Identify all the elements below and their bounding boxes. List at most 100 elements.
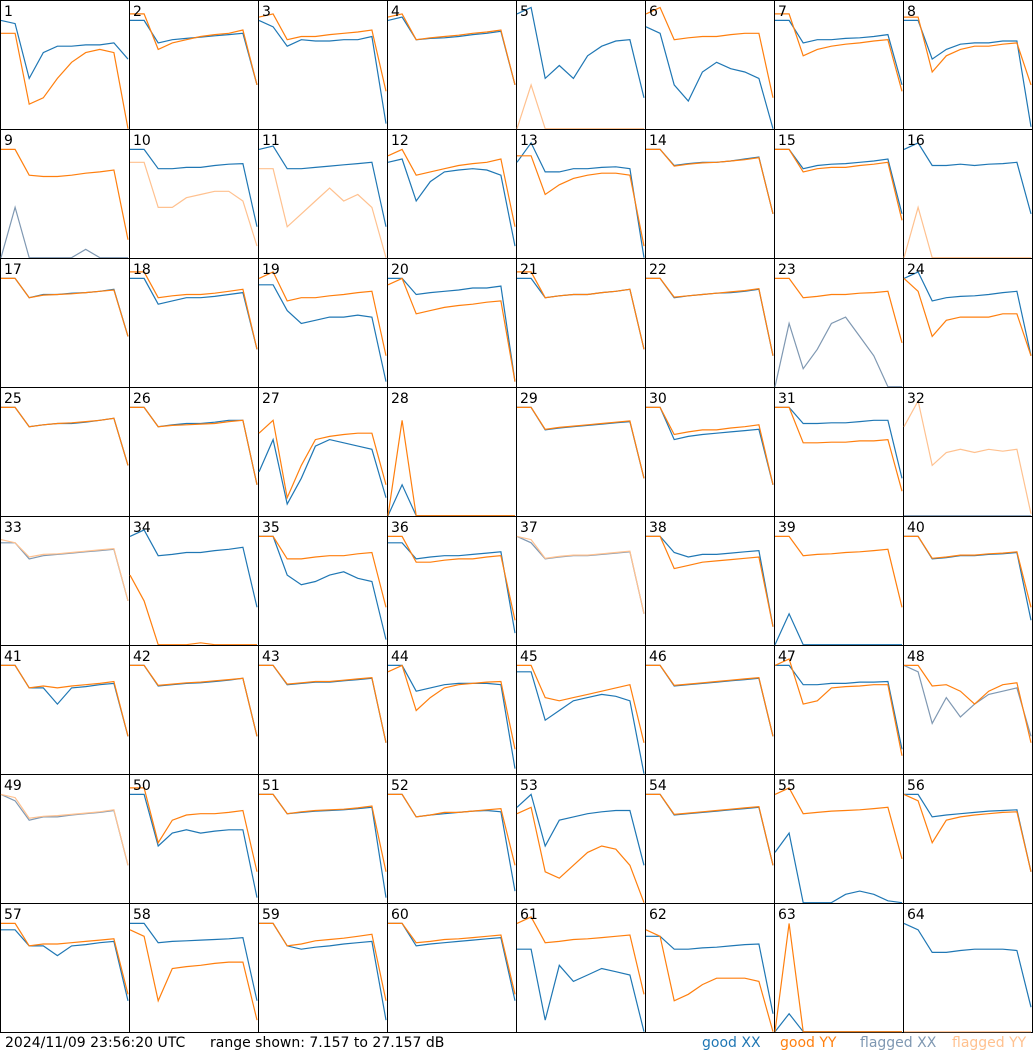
panel-label: 48	[907, 649, 925, 665]
panel-frame	[0, 645, 130, 775]
panel-label: 40	[907, 520, 925, 536]
spectrum-line	[258, 271, 387, 356]
panel-frame	[903, 0, 1033, 130]
panel-label: 8	[907, 4, 916, 20]
panel-label: 37	[520, 520, 538, 536]
panel-label: 29	[520, 391, 538, 407]
panel-frame	[0, 516, 130, 646]
panel-frame	[387, 258, 517, 388]
panel-label: 10	[133, 133, 151, 149]
panel-frame	[903, 258, 1033, 388]
spectrum-line	[646, 148, 774, 215]
spectrum-line	[388, 922, 516, 995]
panel-frame	[516, 0, 646, 130]
spectrum-line	[903, 664, 1032, 737]
panel-label: 16	[907, 133, 925, 149]
panel-label: 39	[778, 520, 796, 536]
panel-label: 44	[391, 649, 409, 665]
panel-frame	[0, 903, 130, 1033]
panel-label: 46	[649, 649, 667, 665]
spectrum-line	[646, 664, 774, 737]
panel-label: 49	[4, 778, 22, 794]
legend-entry: flagged YY	[952, 1035, 1027, 1051]
spectrum-line	[516, 82, 644, 130]
panel-label: 3	[262, 4, 271, 20]
spectrum-line	[774, 658, 903, 756]
panel-label: 28	[391, 391, 409, 407]
spectrum-line	[130, 13, 258, 86]
panel-frame	[129, 645, 259, 775]
spectrum-line	[259, 664, 387, 743]
spectrum-line	[646, 406, 774, 485]
panel-label: 47	[778, 649, 796, 665]
panel-frame	[258, 903, 388, 1033]
spectrum-line	[645, 6, 774, 98]
panel-label: 17	[4, 262, 22, 278]
panel-label: 52	[391, 778, 409, 794]
panel-label: 42	[133, 649, 151, 665]
panel-label: 11	[262, 133, 280, 149]
spectrum-line	[903, 922, 1032, 1008]
panel-label: 24	[907, 262, 925, 278]
spectrum-line	[904, 664, 1032, 743]
spectrum-line	[646, 535, 774, 627]
panel-label: 62	[649, 907, 667, 923]
panel-frame	[129, 774, 259, 904]
spectrum-line	[775, 664, 903, 750]
spectrum-line	[130, 271, 258, 350]
panel-frame	[774, 387, 904, 517]
spectrum-line	[388, 277, 516, 382]
panel-frame	[0, 387, 130, 517]
panel-frame	[774, 129, 904, 259]
spectrum-line	[516, 916, 645, 995]
spectrum-line	[1, 929, 129, 1001]
spectrum-line	[646, 535, 774, 627]
panel-frame	[258, 645, 388, 775]
panel-frame	[387, 129, 517, 259]
spectrum-line	[517, 155, 645, 247]
panel-label: 50	[133, 778, 151, 794]
spectrum-line	[517, 671, 645, 774]
panel-label: 57	[4, 907, 22, 923]
spectrum-line	[130, 787, 258, 872]
panel-label: 12	[391, 133, 409, 149]
spectrum-line	[259, 284, 387, 382]
spectrum-line	[516, 141, 645, 258]
range-text: range shown: 7.157 to 27.157 dB	[210, 1035, 444, 1051]
legend-entry: flagged XX	[860, 1035, 937, 1051]
spectrum-line	[774, 831, 903, 904]
spectrum-line	[388, 535, 516, 621]
spectrum-line	[774, 612, 902, 646]
panel-label: 27	[262, 391, 280, 407]
spectrum-line	[388, 542, 516, 634]
spectrum-line	[903, 793, 1032, 872]
panel-label: 35	[262, 520, 280, 536]
spectrum-line	[775, 406, 903, 492]
panel-label: 56	[907, 778, 925, 794]
spectrum-line	[516, 806, 645, 903]
panel-frame	[516, 516, 646, 646]
spectrum-line	[130, 406, 258, 485]
spectrum-line	[130, 793, 258, 898]
panel-label: 20	[391, 262, 409, 278]
spectrum-line	[388, 793, 516, 866]
spectrum-line	[1, 32, 129, 129]
panel-label: 59	[262, 907, 280, 923]
panel-label: 61	[520, 907, 538, 923]
legend-entry: good YY	[780, 1035, 837, 1051]
panel-label: 64	[907, 907, 925, 923]
panel-frame	[129, 258, 259, 388]
spectrum-line	[129, 929, 258, 1021]
spectrum-line	[1, 922, 129, 995]
panel-label: 23	[778, 262, 796, 278]
panel-label: 25	[4, 391, 22, 407]
panel-frame	[258, 774, 388, 904]
spectrum-line	[387, 277, 516, 382]
panel-frame	[774, 645, 904, 775]
spectrum-line	[259, 922, 387, 1001]
panel-frame	[129, 129, 259, 259]
panel-frame	[645, 0, 775, 130]
spectrum-line	[258, 19, 387, 124]
